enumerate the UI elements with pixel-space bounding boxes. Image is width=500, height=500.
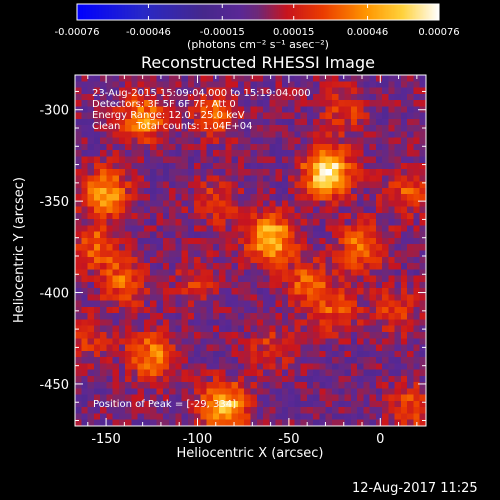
energy-range-annotation: Energy Range: 12.0 - 25.0 keV bbox=[92, 110, 245, 121]
y-tick-label: -400 bbox=[39, 287, 69, 302]
annotation-block: 23-Aug-2015 15:09:04.000 to 15:19:04.000… bbox=[92, 88, 311, 132]
colorbar-tick-label: 0.00015 bbox=[273, 27, 314, 38]
colorbar-tick-label: 0.00046 bbox=[347, 27, 388, 38]
x-tick-label: 0 bbox=[376, 432, 384, 447]
colorbar bbox=[77, 4, 439, 20]
detectors-annotation: Detectors: 3F 5F 6F 7F, Att 0 bbox=[92, 99, 236, 110]
chart-title: Reconstructed RHESSI Image bbox=[141, 53, 375, 72]
y-tick-label: -300 bbox=[39, 104, 69, 119]
colorbar-axis: -0.00076 -0.00046 -0.00015 0.00015 0.00046 0.… bbox=[55, 3, 460, 38]
colorbar-tick-label: -0.00015 bbox=[200, 27, 245, 38]
x-tick-label: -50 bbox=[278, 432, 299, 447]
x-axis-label: Heliocentric X (arcsec) bbox=[176, 446, 324, 461]
colorbar-tick-label: -0.00076 bbox=[55, 27, 100, 38]
y-axis-label: Heliocentric Y (arcsec) bbox=[12, 177, 27, 323]
colorbar-tick-label: 0.00076 bbox=[418, 27, 459, 38]
x-tick-label: -100 bbox=[183, 432, 213, 447]
colorbar-units: (photons cm⁻² s⁻¹ asec⁻²) bbox=[187, 38, 329, 51]
footer-date: 12-Aug-2017 11:25 bbox=[352, 481, 478, 496]
colorbar-tick-label: -0.00046 bbox=[126, 27, 171, 38]
peak-position-annotation: Position of Peak = [-29, 334] bbox=[93, 399, 236, 410]
y-tick-label: -350 bbox=[39, 195, 69, 210]
time-range-annotation: 23-Aug-2015 15:09:04.000 to 15:19:04.000 bbox=[92, 88, 311, 99]
colorbar-frame bbox=[76, 3, 440, 21]
clean-counts-annotation: Clean Total counts: 1.04E+04 bbox=[92, 121, 253, 132]
x-tick-label: -150 bbox=[91, 432, 121, 447]
y-tick-label: -450 bbox=[39, 378, 69, 393]
